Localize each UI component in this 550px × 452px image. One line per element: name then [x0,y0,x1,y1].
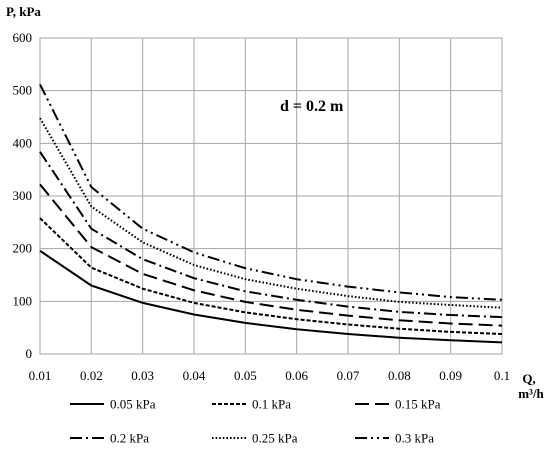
legend-label: 0.3 kPa [395,431,434,446]
series-line [39,83,503,301]
y-tick-label: 0 [26,346,33,361]
legend-label: 0.1 kPa [252,397,291,412]
x-tick-label: 0.03 [131,368,154,383]
legend-label: 0.15 kPa [395,397,441,412]
series-line [39,249,503,344]
x-tick-label: 0.07 [337,368,360,383]
x-axis-title-line1: Q, [522,371,535,386]
legend: 0.05 kPa 0.1 kPa 0.15 kPa 0.2 kPa 0.25 kPa 0.… [70,397,441,446]
y-tick-label: 600 [13,30,33,45]
series-lines [39,83,503,344]
legend-label: 0.05 kPa [110,397,156,412]
series-line [39,117,503,309]
series-line [39,151,503,319]
x-tick-label: 0.1 [494,368,510,383]
legend-label: 0.2 kPa [110,431,149,446]
series-line [39,183,503,327]
y-tick-label: 300 [13,188,33,203]
tick-labels: 0 100 200 300 400 500 600 0.01 0.02 0.03 0.04 0.05 0… [13,30,511,383]
diameter-annotation: d = 0.2 m [280,98,344,115]
x-tick-label: 0.01 [29,368,52,383]
y-tick-label: 500 [13,83,33,98]
x-tick-label: 0.09 [439,368,462,383]
x-tick-label: 0.02 [80,368,103,383]
x-tick-label: 0.04 [183,368,206,383]
y-axis-title: P, kPa [6,4,41,19]
series-line [39,217,503,335]
y-tick-label: 100 [13,293,33,308]
x-tick-label: 0.08 [388,368,411,383]
grid [39,37,503,355]
x-tick-label: 0.06 [285,368,308,383]
plot-area-border [39,37,503,355]
y-tick-label: 200 [13,241,33,256]
y-tick-label: 400 [13,135,33,150]
x-tick-label: 0.05 [234,368,257,383]
x-axis-title-line2: m³/h [518,386,544,401]
legend-label: 0.25 kPa [252,431,298,446]
